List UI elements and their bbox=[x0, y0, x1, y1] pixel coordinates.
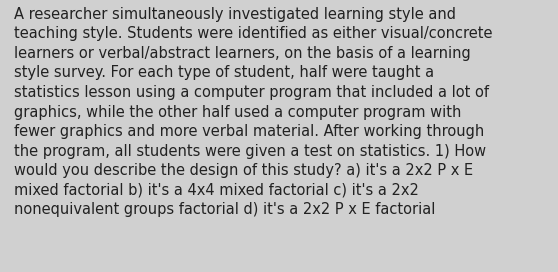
Text: A researcher simultaneously investigated learning style and
teaching style. Stud: A researcher simultaneously investigated… bbox=[14, 7, 493, 217]
